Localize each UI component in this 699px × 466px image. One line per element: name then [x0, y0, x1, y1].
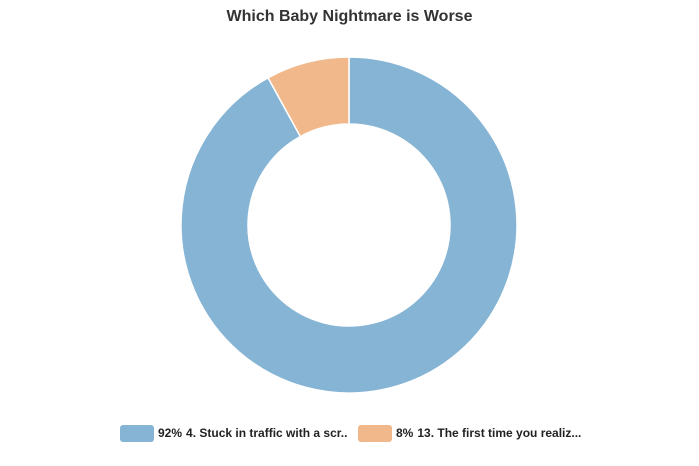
- donut-slice-2[interactable]: [267, 56, 350, 138]
- legend-percent-2: 8%: [396, 426, 414, 440]
- legend-swatch-2: [358, 424, 392, 442]
- legend-label-2: 13. The first time you realiz...: [417, 426, 582, 440]
- chart-title: Which Baby Nightmare is Worse: [226, 8, 473, 25]
- chart-legend: 92% 4. Stuck in traffic with a scr.. 8% …: [0, 423, 699, 443]
- legend-swatch-1: [120, 424, 154, 442]
- legend-label-1: 4. Stuck in traffic with a scr..: [186, 426, 348, 440]
- donut-slice-1[interactable]: [180, 56, 518, 394]
- legend-item-2[interactable]: 8% 13. The first time you realiz...: [358, 423, 581, 443]
- legend-item-1[interactable]: 92% 4. Stuck in traffic with a scr..: [120, 423, 347, 443]
- legend-percent-1: 92%: [158, 426, 183, 440]
- donut-chart: [180, 56, 518, 394]
